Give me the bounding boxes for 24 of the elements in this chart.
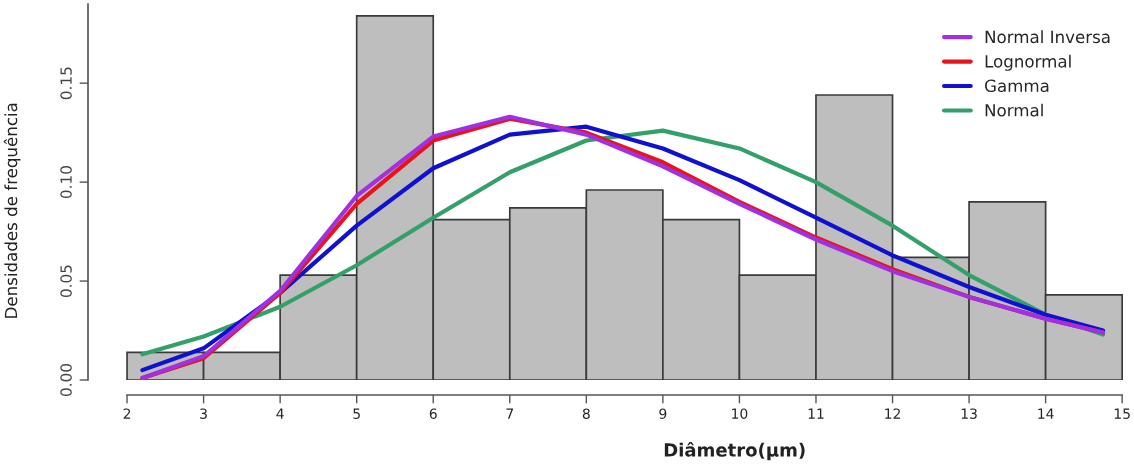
legend-label: Normal (985, 103, 1043, 117)
legend-label: Normal Inversa (985, 30, 1110, 44)
y-tick-label: 0.15 (60, 67, 72, 100)
legend-label: Lognormal (985, 54, 1071, 71)
x-tick-label: 3 (200, 408, 207, 419)
x-tick-label: 4 (276, 408, 284, 419)
x-tick-label: 2 (123, 408, 131, 419)
y-axis-title: Densidades de frequência (3, 103, 21, 318)
y-tick-label: 0.05 (60, 265, 72, 298)
y-tick-label: 0.00 (60, 364, 72, 396)
x-tick-label: 11 (808, 408, 824, 419)
x-tick-label: 13 (961, 408, 977, 419)
legend-label: Gamma (984, 79, 1049, 93)
x-tick-label: 9 (659, 408, 667, 419)
y-tick-label: 0.10 (60, 166, 72, 199)
x-tick-label: 5 (353, 408, 360, 419)
x-axis-title: Diâmetro(µm) (664, 442, 805, 461)
x-tick-label: 15 (1114, 408, 1130, 419)
x-tick-label: 7 (506, 408, 514, 419)
x-tick-label: 14 (1038, 408, 1054, 419)
x-tick-label: 10 (732, 408, 748, 419)
x-tick-label: 6 (429, 408, 437, 419)
x-tick-label: 12 (885, 408, 900, 419)
x-tick-label: 8 (582, 408, 590, 419)
